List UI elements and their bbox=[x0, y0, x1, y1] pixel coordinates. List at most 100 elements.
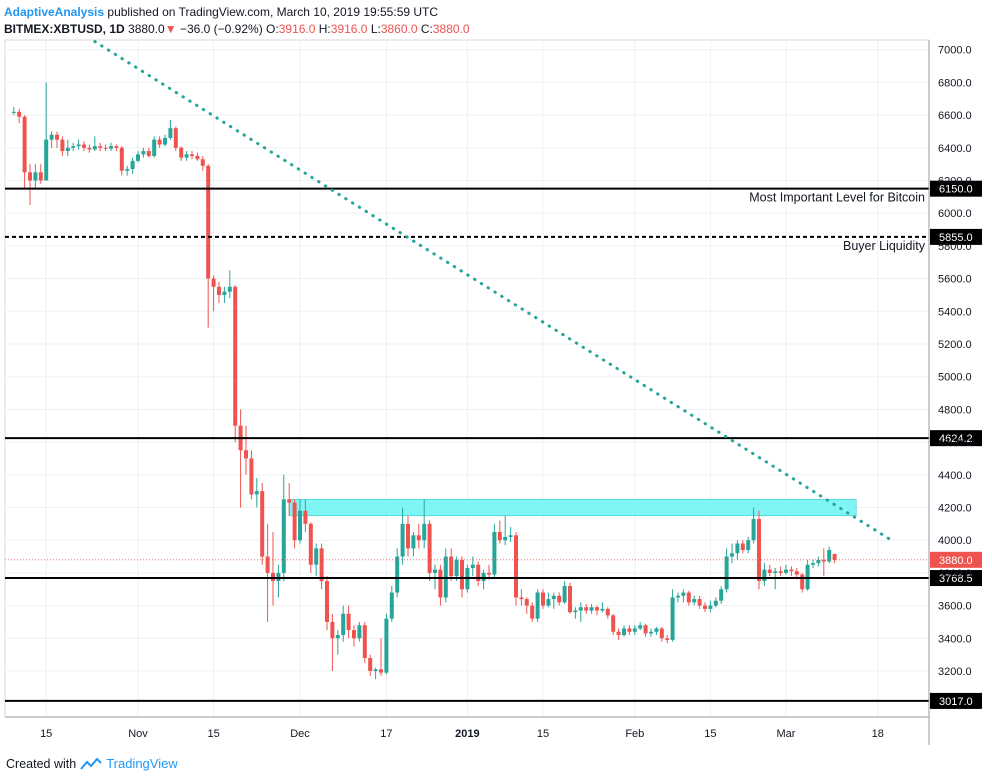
y-tick-label: 6600.0 bbox=[938, 110, 972, 122]
candle-body bbox=[605, 608, 610, 616]
created-with-text: Created with bbox=[6, 756, 77, 771]
candle-body bbox=[708, 605, 713, 609]
candle-body bbox=[265, 556, 270, 573]
level-tag-label: 5855.0 bbox=[939, 232, 973, 244]
candle-body bbox=[276, 572, 281, 582]
x-tick-label: Dec bbox=[290, 728, 310, 740]
candle-body bbox=[751, 518, 756, 541]
candle-body bbox=[362, 625, 367, 658]
y-tick-label: 3600.0 bbox=[938, 601, 972, 613]
candle-body bbox=[325, 581, 329, 622]
candle-body bbox=[600, 608, 605, 611]
candle-body bbox=[508, 535, 513, 537]
x-tick-label: 18 bbox=[872, 728, 884, 740]
candle-body bbox=[530, 605, 535, 619]
level-tag bbox=[930, 228, 982, 245]
candle-body bbox=[492, 532, 497, 575]
candle-body bbox=[308, 523, 313, 565]
level-tag bbox=[930, 570, 982, 587]
candle-body bbox=[433, 569, 437, 573]
candle-body bbox=[767, 569, 772, 573]
chart-header: AdaptiveAnalysis published on TradingVie… bbox=[4, 4, 470, 38]
high-value: 3916.0 bbox=[330, 22, 368, 36]
candle-body bbox=[281, 499, 286, 573]
tradingview-brand[interactable]: TradingView bbox=[106, 756, 178, 771]
candle-body bbox=[832, 553, 837, 560]
level-tag-label: 3768.5 bbox=[939, 573, 973, 585]
candle-body bbox=[643, 625, 648, 634]
last-price-tag-label: 3880.0 bbox=[939, 555, 973, 567]
candle-body bbox=[568, 585, 572, 613]
x-tick-label: 15 bbox=[704, 728, 716, 740]
low-value: 3860.0 bbox=[380, 22, 418, 36]
y-tick-label: 4200.0 bbox=[938, 503, 972, 515]
candle-body bbox=[33, 172, 38, 181]
y-tick-label: 5000.0 bbox=[938, 372, 972, 384]
level-annotation: Most Important Level for Bitcoin bbox=[749, 191, 925, 205]
candle-body bbox=[244, 450, 248, 459]
candles bbox=[11, 82, 837, 680]
level-tag-label: 4624.2 bbox=[939, 433, 973, 445]
candle-body bbox=[76, 144, 81, 147]
candle-body bbox=[422, 523, 427, 541]
candle-body bbox=[724, 556, 729, 590]
candle-body bbox=[195, 155, 200, 160]
published-info: published on TradingView.com, March 10, … bbox=[107, 5, 439, 19]
candle-body bbox=[573, 610, 578, 613]
x-tick-label: 17 bbox=[380, 728, 392, 740]
candle-body bbox=[98, 146, 103, 148]
footer: Created with TradingView bbox=[6, 756, 178, 771]
candle-body bbox=[49, 134, 54, 140]
axes: 3200.0 3400.0 3600.0 3800.0 4000.0 4200.0 4400… bbox=[5, 40, 972, 745]
candle-body bbox=[168, 128, 173, 138]
candle-body bbox=[487, 572, 491, 575]
candle-body bbox=[357, 625, 362, 639]
candle-body bbox=[249, 458, 254, 495]
candle-body bbox=[611, 615, 616, 632]
candle-body bbox=[438, 569, 443, 598]
candle-body bbox=[82, 144, 86, 148]
x-tick-label: 15 bbox=[207, 728, 219, 740]
candle-body bbox=[557, 595, 562, 603]
candle-body bbox=[103, 147, 108, 149]
candle-body bbox=[800, 574, 805, 590]
y-tick-label: 5400.0 bbox=[938, 306, 972, 318]
candle-body bbox=[384, 618, 389, 673]
candle-body bbox=[757, 518, 761, 582]
candle-body bbox=[222, 291, 227, 295]
change-value: −36.0 (−0.92%) bbox=[179, 22, 263, 36]
candle-body bbox=[616, 631, 621, 636]
y-tick-label: 6200.0 bbox=[938, 176, 972, 188]
candle-body bbox=[373, 669, 378, 671]
level-tag bbox=[930, 692, 982, 709]
candle-body bbox=[665, 638, 670, 640]
level-tag bbox=[930, 430, 982, 447]
candle-body bbox=[141, 151, 146, 155]
candle-body bbox=[562, 585, 567, 603]
candle-body bbox=[427, 523, 432, 573]
x-tick-label: Feb bbox=[625, 728, 644, 740]
candle-body bbox=[773, 571, 778, 573]
x-tick-label: 2019 bbox=[455, 728, 479, 740]
candle-body bbox=[811, 563, 815, 565]
open-value: 3916.0 bbox=[278, 22, 316, 36]
candle-body bbox=[784, 569, 788, 573]
x-tick-label: Nov bbox=[128, 728, 148, 740]
horizontal-levels: 3880.0 6150.0 Most Important Level for Bit… bbox=[5, 180, 982, 709]
candle-body bbox=[206, 165, 211, 279]
y-tick-label: 7000.0 bbox=[938, 45, 972, 57]
candle-body bbox=[335, 635, 340, 639]
low-label: L: bbox=[370, 22, 381, 36]
candle-body bbox=[400, 523, 405, 557]
candle-body bbox=[271, 572, 275, 582]
candle-body bbox=[368, 657, 373, 671]
tradingview-logo-icon bbox=[80, 757, 102, 770]
candle-body bbox=[622, 628, 626, 636]
candle-body bbox=[659, 628, 664, 639]
y-tick-label: 3400.0 bbox=[938, 633, 972, 645]
candle-body bbox=[389, 592, 394, 619]
author-name[interactable]: AdaptiveAnalysis bbox=[4, 5, 105, 19]
open-label: O: bbox=[266, 22, 279, 36]
candle-body bbox=[11, 111, 16, 113]
